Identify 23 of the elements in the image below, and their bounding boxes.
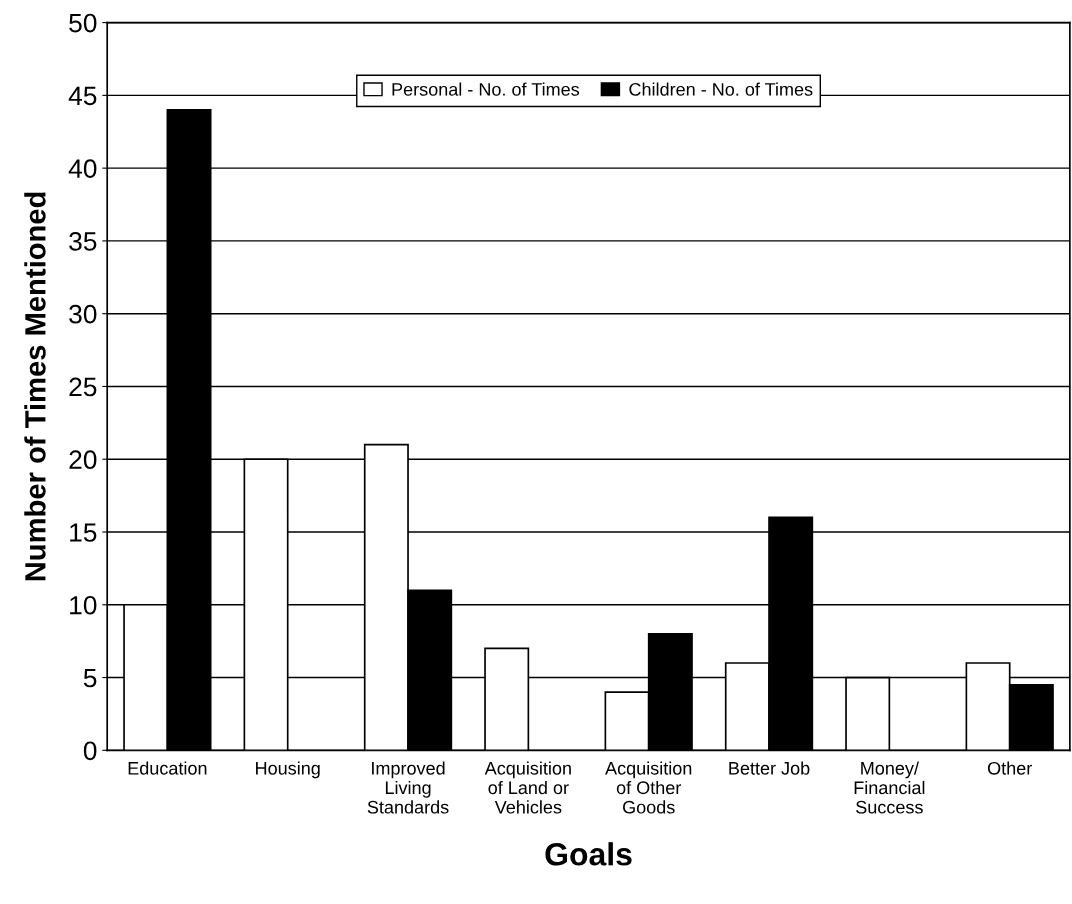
y-tick-label: 35 [69, 232, 97, 251]
x-tick-label: Housing [256, 761, 320, 779]
y-tick-label: 10 [70, 595, 97, 615]
x-tick-label: Acquisition of Land or Vehicles [484, 761, 571, 814]
x-tick-label: Acquisition of Other Goods [605, 761, 692, 814]
y-tick-label: 40 [68, 159, 97, 178]
x-tick-label: Improved Living Standards [367, 761, 449, 814]
y-tick-label: 45 [68, 86, 97, 106]
y-tick-label: 5 [83, 668, 97, 688]
y-tick-label: 0 [83, 741, 97, 761]
x-tick-label: Money/ Financial Success [854, 761, 925, 814]
legend-label: Children - No. of Times [629, 82, 813, 96]
y-axis-title: Number of Times Mentioned [24, 192, 46, 581]
y-tick-label: 15 [70, 523, 97, 542]
y-tick-label: 20 [69, 450, 97, 470]
x-axis-title: Goals [545, 842, 632, 866]
y-tick-label: 50 [69, 13, 97, 33]
legend-label: Personal - No. of Times [392, 82, 580, 96]
y-tick-label: 30 [69, 304, 97, 324]
x-tick-label: Other [987, 761, 1032, 775]
x-tick-label: Education [128, 761, 207, 775]
y-tick-label: 25 [69, 377, 97, 397]
x-tick-label: Better Job [729, 761, 810, 775]
